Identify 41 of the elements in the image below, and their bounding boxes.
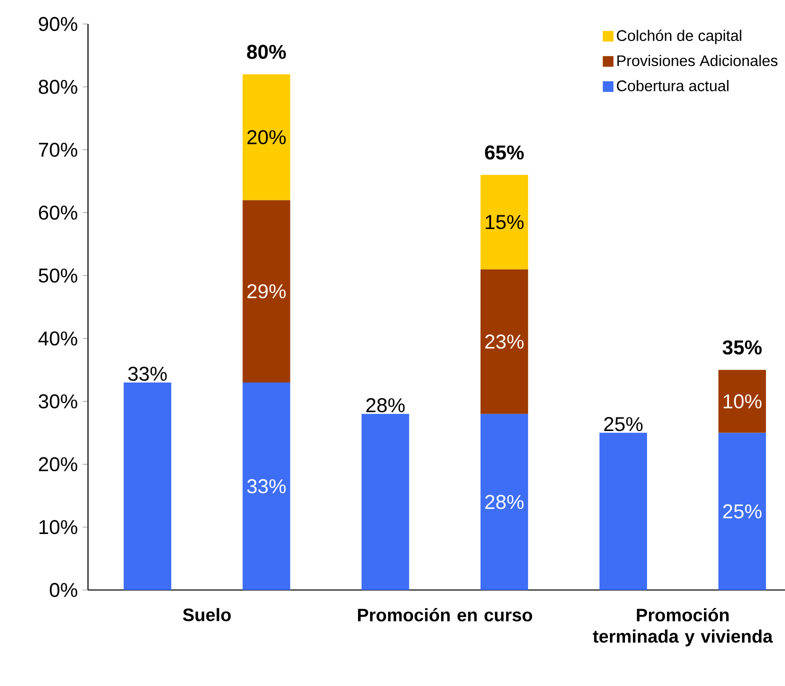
bar bbox=[718, 432, 766, 590]
total-label: 80% bbox=[247, 44, 286, 59]
data-label: 25% bbox=[723, 504, 762, 518]
y-tick-label: 10% bbox=[39, 520, 78, 534]
legend-label: Provisiones Adicionales bbox=[617, 54, 778, 66]
bar bbox=[242, 74, 290, 200]
data-label: 15% bbox=[486, 215, 524, 230]
data-label: 20% bbox=[247, 130, 286, 144]
data-label: 33% bbox=[128, 366, 167, 381]
data-label: 28% bbox=[366, 398, 405, 412]
bar bbox=[242, 200, 290, 382]
y-tick-label: 60% bbox=[38, 206, 78, 220]
bar bbox=[242, 382, 290, 590]
bar bbox=[480, 414, 528, 590]
x-tick-label: Promoción en curso bbox=[358, 608, 532, 622]
bar bbox=[480, 269, 528, 414]
y-tick-label: 50% bbox=[38, 268, 78, 283]
bar bbox=[124, 382, 172, 590]
y-tick-label: 30% bbox=[38, 394, 78, 408]
y-tick-label: 0% bbox=[50, 582, 78, 598]
total-label: 35% bbox=[722, 340, 762, 355]
data-label: 28% bbox=[485, 494, 524, 510]
data-label: 10% bbox=[724, 394, 762, 408]
data-label: 29% bbox=[247, 284, 286, 298]
y-tick-label: 70% bbox=[38, 142, 78, 157]
total-label: 65% bbox=[485, 145, 524, 160]
bar bbox=[480, 174, 528, 270]
legend-label: Colchón de capital bbox=[616, 30, 742, 44]
x-tick-label: Suelo bbox=[182, 608, 231, 622]
data-label: 25% bbox=[604, 417, 643, 432]
y-tick-label: 90% bbox=[38, 16, 78, 32]
y-tick-label: 20% bbox=[38, 457, 78, 472]
y-tick-label: 80% bbox=[38, 80, 78, 94]
data-label: 23% bbox=[485, 334, 524, 349]
legend-label: Cobertura actual bbox=[616, 80, 728, 92]
bar bbox=[599, 432, 648, 590]
bar bbox=[718, 370, 766, 433]
data-label: 33% bbox=[247, 479, 286, 494]
y-tick-label: 40% bbox=[38, 331, 78, 346]
bar bbox=[362, 414, 410, 590]
x-tick-label: Promoción terminada y vivienda bbox=[592, 608, 773, 646]
